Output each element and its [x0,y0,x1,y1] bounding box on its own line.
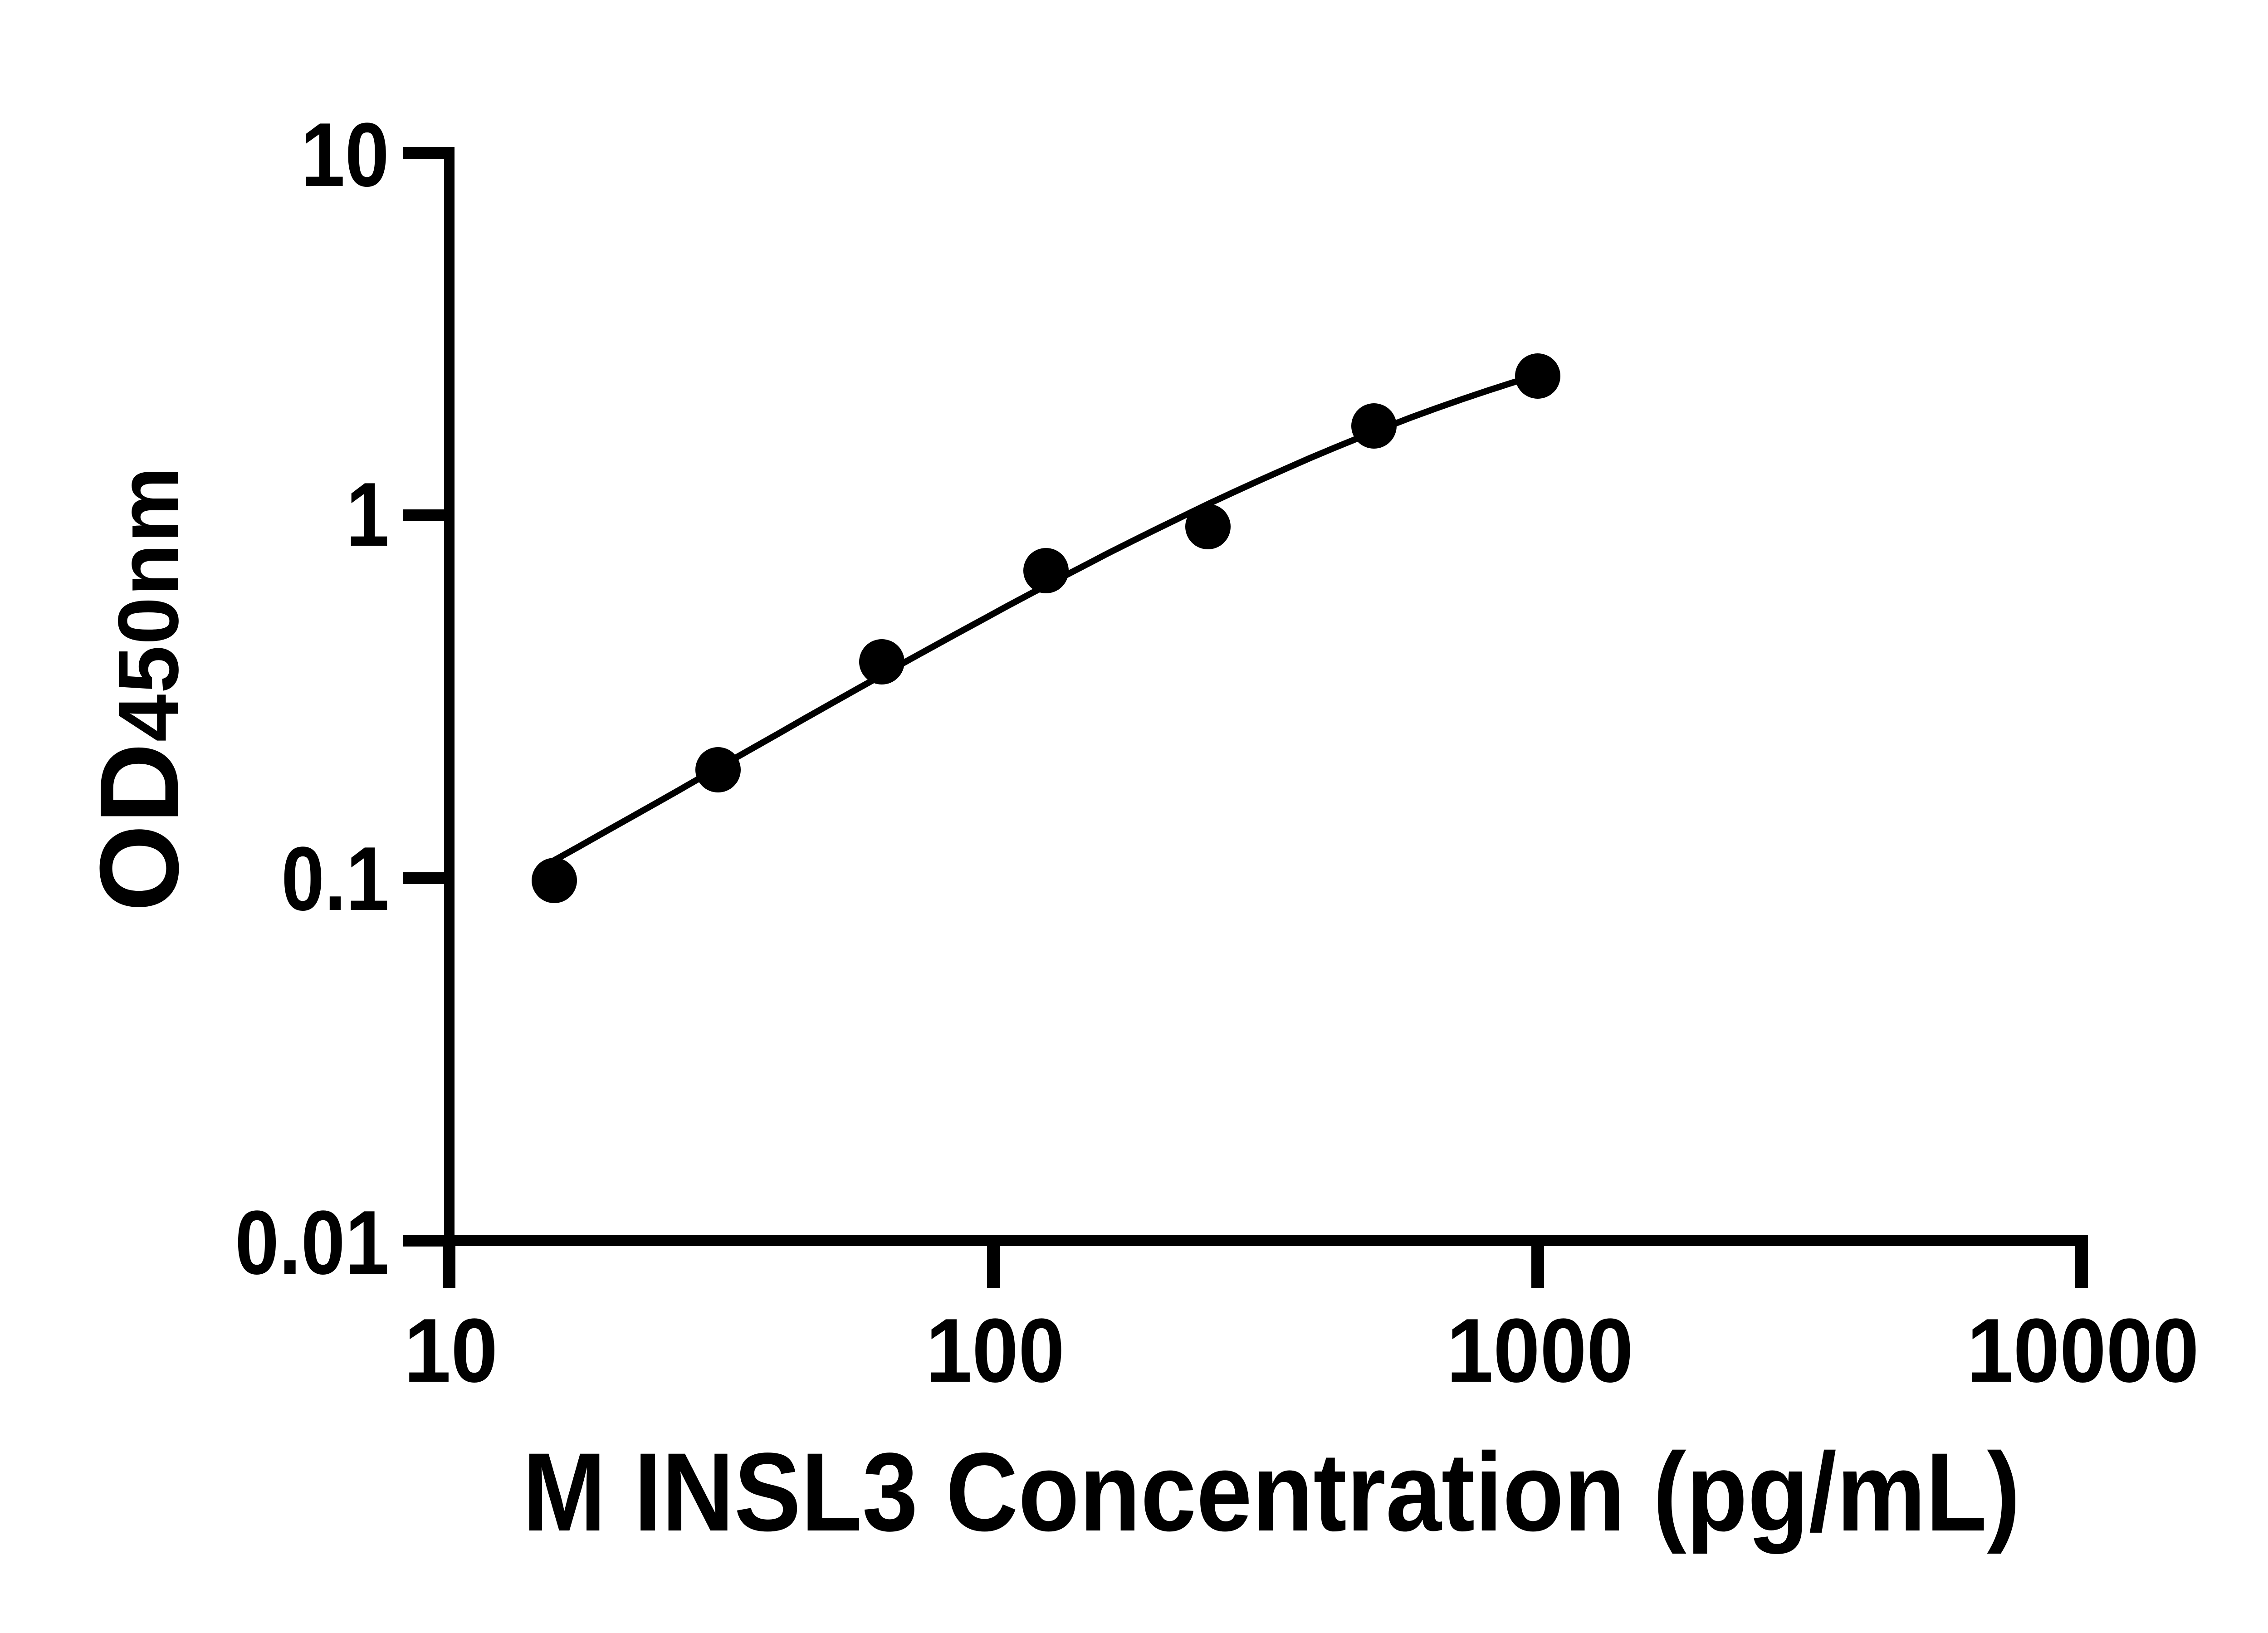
svg-text:1: 1 [346,464,389,565]
svg-text:10: 10 [404,1300,498,1401]
svg-text:10000: 10000 [1967,1300,2199,1401]
svg-text:100: 100 [926,1300,1065,1401]
svg-text:OD450nm: OD450nm [77,466,202,912]
svg-text:M INSL3 Concentration (pg/mL): M INSL3 Concentration (pg/mL) [523,1430,2020,1555]
svg-text:0.1: 0.1 [281,828,389,929]
svg-text:0.01: 0.01 [235,1192,389,1293]
svg-text:10: 10 [301,104,389,205]
svg-text:1000: 1000 [1447,1300,1633,1401]
